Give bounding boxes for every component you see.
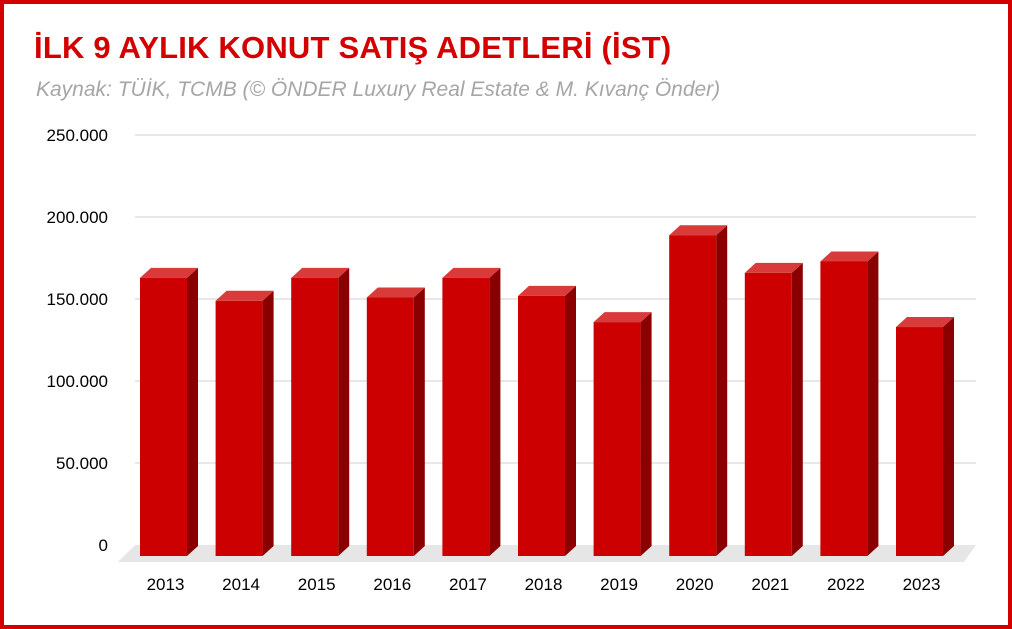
bar-top-face — [744, 262, 803, 273]
x-tick-label: 2021 — [751, 575, 789, 594]
y-tick-label: 250.000 — [47, 126, 108, 145]
x-tick-label: 2018 — [525, 575, 563, 594]
x-tick-label: 2014 — [222, 575, 260, 594]
chart-title: İLK 9 AYLIK KONUT SATIŞ ADETLERİ (İST) — [34, 30, 672, 65]
bar-side-face — [262, 290, 274, 556]
bar-side-face — [413, 287, 425, 556]
bar-side-face — [867, 251, 879, 556]
x-axis-ticks: 2013 2014 2015 2016 2017 2018 2019 2020 2021 2022… — [147, 575, 941, 594]
bar-top-face — [140, 267, 198, 278]
chart-subtitle: Kaynak: TÜİK, TCMB (© ÖNDER Luxury Real … — [36, 78, 721, 101]
bar-front-face — [820, 261, 868, 556]
x-tick-label: 2023 — [903, 575, 941, 594]
bar-top-face — [215, 290, 274, 301]
bar-front-face — [215, 300, 263, 556]
bar-side-face — [565, 285, 576, 556]
x-tick-label: 2017 — [449, 575, 487, 594]
bar-front-face — [291, 277, 339, 556]
bar — [820, 251, 879, 556]
bars — [140, 225, 954, 556]
bar-side-face — [791, 262, 803, 556]
y-tick-label: 100.000 — [47, 372, 108, 391]
bar — [669, 225, 728, 556]
y-tick-label: 50.000 — [56, 454, 108, 473]
y-tick-label: 150.000 — [47, 290, 108, 309]
x-tick-label: 2020 — [676, 575, 714, 594]
bar-top-face — [442, 267, 501, 278]
bar-front-face — [518, 295, 565, 556]
bar — [593, 312, 652, 556]
bar — [518, 285, 576, 556]
bar-top-face — [669, 225, 728, 236]
y-tick-label: 200.000 — [47, 208, 108, 227]
bar-front-face — [896, 327, 943, 556]
x-tick-label: 2016 — [373, 575, 411, 594]
bar-side-face — [943, 317, 954, 556]
bar-top-face — [593, 312, 652, 323]
x-tick-label: 2013 — [147, 575, 185, 594]
bar-front-face — [140, 277, 187, 556]
bar — [140, 267, 198, 556]
y-axis-ticks: 0 50.000 100.000 150.000 200.000 250.000 — [47, 126, 108, 555]
bar-side-face — [489, 267, 501, 556]
bar-front-face — [366, 297, 414, 556]
x-tick-label: 2015 — [298, 575, 336, 594]
bar-side-face — [640, 312, 652, 556]
bar-side-face — [187, 267, 198, 556]
x-tick-label: 2022 — [827, 575, 865, 594]
bar-front-face — [442, 277, 490, 556]
bar-front-face — [744, 272, 792, 556]
bar-front-face — [669, 235, 717, 556]
x-tick-label: 2019 — [600, 575, 638, 594]
bar — [896, 317, 954, 556]
bar-side-face — [338, 267, 350, 556]
bar-top-face — [366, 287, 425, 298]
y-tick-label: 0 — [99, 536, 108, 555]
bar-front-face — [593, 322, 641, 556]
bar — [215, 290, 274, 556]
bar — [442, 267, 501, 556]
bar-top-face — [291, 267, 350, 278]
bar — [366, 287, 425, 556]
bar-top-face — [820, 251, 879, 262]
bar — [291, 267, 350, 556]
bar — [744, 262, 803, 556]
bar-top-face — [896, 317, 954, 328]
bar-side-face — [716, 225, 728, 556]
bar-top-face — [518, 285, 576, 296]
